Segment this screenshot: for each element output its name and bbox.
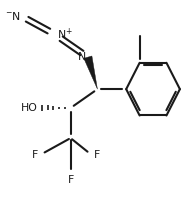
Text: $^{-}$N: $^{-}$N — [5, 10, 21, 22]
Text: F: F — [32, 150, 38, 160]
Text: N: N — [78, 52, 86, 62]
Text: HO: HO — [21, 103, 38, 113]
Text: F: F — [68, 175, 74, 185]
Polygon shape — [84, 56, 97, 89]
Text: N$^{+}$: N$^{+}$ — [57, 27, 73, 42]
Text: F: F — [94, 150, 100, 160]
